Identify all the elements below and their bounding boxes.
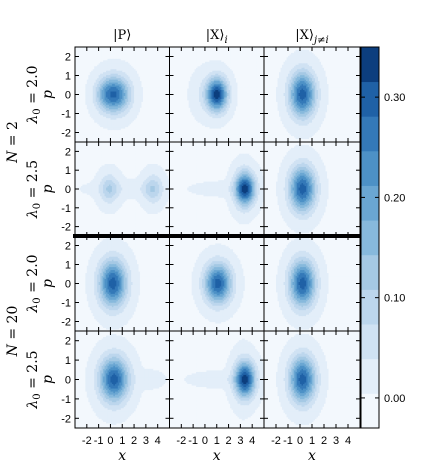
column-titles: |P⟩ |X⟩i |X⟩j≠i bbox=[113, 28, 329, 46]
colorbar-segment bbox=[361, 289, 379, 325]
x-tick-label: 1 bbox=[214, 435, 220, 447]
colorbar-frame bbox=[360, 46, 380, 429]
panel-1-2 bbox=[263, 141, 361, 237]
y-tick-label: 2 bbox=[65, 336, 71, 348]
y-tick-label: -2 bbox=[61, 413, 71, 425]
x-tick-label: -2 bbox=[176, 435, 186, 447]
x-tick-label: 0 bbox=[107, 435, 113, 447]
y-tick-label: 2 bbox=[65, 52, 71, 64]
y-tick-label: 2 bbox=[65, 241, 71, 253]
colorbar-tick-label: 0.20 bbox=[384, 192, 405, 204]
row-label: λ0 = 2.0 bbox=[25, 254, 43, 313]
colorbar-tick-label: 0.30 bbox=[384, 92, 405, 104]
y-axis-label: p bbox=[40, 375, 56, 384]
colorbar-segment bbox=[361, 254, 379, 290]
x-tick-label: -2 bbox=[82, 435, 92, 447]
y-axis-label: p bbox=[40, 184, 56, 193]
colorbar-segment bbox=[361, 150, 379, 186]
panel-3-2: -2 -1 0 1 2 3 4 x bbox=[263, 330, 361, 464]
panel-0-0: -2 -1 0 1 2 p bbox=[40, 46, 170, 143]
colorbar-segment bbox=[361, 47, 379, 83]
row-label: λ0 = 2.0 bbox=[25, 65, 43, 124]
y-tick-label: -2 bbox=[61, 128, 71, 140]
x-tick-label: 0 bbox=[202, 435, 208, 447]
y-tick-label: -1 bbox=[61, 298, 71, 310]
y-tick-label: 1 bbox=[65, 260, 71, 272]
colorbar-segment bbox=[361, 393, 379, 429]
y-tick-label: 1 bbox=[65, 71, 71, 83]
group-separator bbox=[73, 234, 360, 238]
y-tick-label: 2 bbox=[65, 146, 71, 158]
panel-2-2 bbox=[263, 235, 361, 332]
x-tick-label: -1 bbox=[188, 435, 198, 447]
column-title: |X⟩j≠i bbox=[295, 28, 328, 46]
colorbar-tick-label: 0.00 bbox=[384, 393, 405, 405]
x-tick-label: 2 bbox=[321, 435, 327, 447]
colorbar-segment bbox=[361, 185, 379, 221]
x-tick-label: 1 bbox=[309, 435, 315, 447]
y-tick-label: 0 bbox=[65, 90, 71, 102]
colorbar-segment bbox=[361, 358, 379, 394]
panel-1-1 bbox=[169, 141, 265, 237]
colorbar-tick-label: 0.10 bbox=[384, 293, 405, 305]
x-tick-label: 4 bbox=[155, 435, 161, 447]
group-label: N = 2 bbox=[5, 121, 21, 164]
x-tick-label: 2 bbox=[226, 435, 232, 447]
colorbar-segment bbox=[361, 324, 379, 360]
x-tick-label: 4 bbox=[249, 435, 255, 447]
x-axis-label: x bbox=[308, 448, 316, 464]
colorbar-segment bbox=[361, 220, 379, 256]
y-tick-label: -1 bbox=[61, 394, 71, 406]
x-tick-label: -1 bbox=[94, 435, 104, 447]
y-tick-label: -2 bbox=[61, 222, 71, 234]
colorbar: 0.00 0.10 0.20 0.30 bbox=[360, 46, 405, 429]
panel-1-0: -2 -1 0 1 2 p bbox=[40, 141, 170, 237]
x-axis-label: x bbox=[213, 448, 221, 464]
x-tick-label: 3 bbox=[143, 435, 149, 447]
x-tick-label: 3 bbox=[333, 435, 339, 447]
y-tick-label: -2 bbox=[61, 317, 71, 329]
y-axis-label: p bbox=[40, 279, 56, 288]
y-tick-label: 0 bbox=[65, 279, 71, 291]
y-tick-label: 1 bbox=[65, 355, 71, 367]
row-labels: λ0 = 2.0λ0 = 2.5λ0 = 2.0λ0 = 2.5N = 2N =… bbox=[5, 65, 43, 409]
y-tick-label: -1 bbox=[61, 109, 71, 121]
panel-0-2 bbox=[263, 46, 361, 143]
x-tick-label: 2 bbox=[131, 435, 137, 447]
x-tick-label: 0 bbox=[297, 435, 303, 447]
panel-3-1: -2 -1 0 1 2 3 4 x bbox=[169, 330, 265, 464]
colorbar-segment bbox=[361, 116, 379, 152]
y-tick-label: 0 bbox=[65, 375, 71, 387]
x-tick-label: 3 bbox=[237, 435, 243, 447]
y-tick-label: 1 bbox=[65, 165, 71, 177]
x-tick-label: -1 bbox=[283, 435, 293, 447]
row-label: λ0 = 2.5 bbox=[25, 350, 43, 409]
row-label: λ0 = 2.5 bbox=[25, 160, 43, 219]
colorbar-segment bbox=[361, 81, 379, 117]
panel-0-1 bbox=[169, 46, 265, 143]
panel-2-1 bbox=[169, 235, 265, 332]
y-tick-label: 0 bbox=[65, 184, 71, 196]
x-tick-label: 1 bbox=[119, 435, 125, 447]
x-tick-label: -2 bbox=[271, 435, 281, 447]
x-tick-label: 4 bbox=[345, 435, 351, 447]
y-axis-label: p bbox=[40, 90, 56, 99]
x-axis-label: x bbox=[118, 448, 126, 464]
panel-2-0: -2 -1 0 1 2 p bbox=[40, 235, 170, 332]
group-label: N = 20 bbox=[5, 306, 21, 358]
column-title: |X⟩i bbox=[206, 28, 228, 46]
column-title: |P⟩ bbox=[113, 28, 131, 43]
y-tick-label: -1 bbox=[61, 203, 71, 215]
